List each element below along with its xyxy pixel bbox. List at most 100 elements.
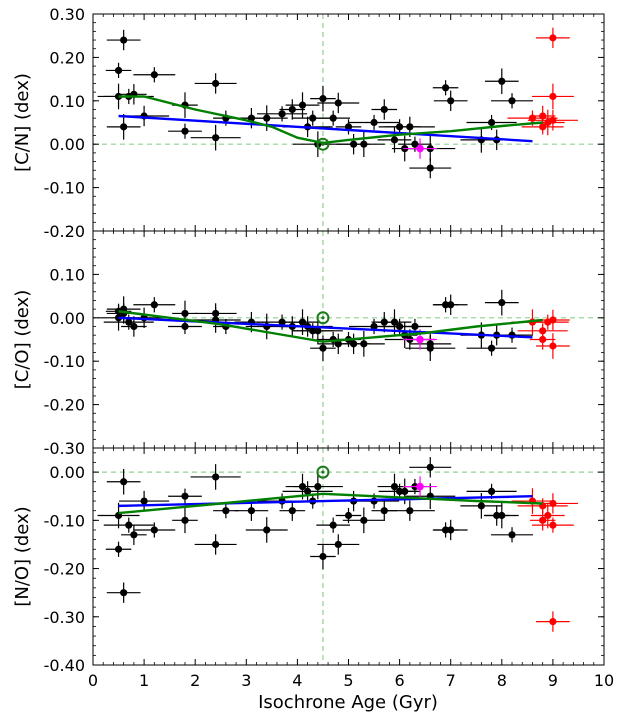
old-star-point — [549, 34, 557, 42]
sun-symbol-center — [321, 142, 325, 146]
x-tick-label: 6 — [395, 671, 405, 690]
star-point — [487, 118, 496, 127]
star-point — [120, 478, 128, 486]
x-axis-label: Isochrone Age (Gyr) — [258, 692, 438, 713]
star-point — [447, 526, 455, 534]
star-point — [150, 526, 158, 534]
x-tick-label: 3 — [241, 671, 251, 690]
panel-2: 0.10 0.00 -0.10 -0.20 -0.30 [C/O] (dex) — [12, 230, 605, 458]
star-point — [360, 140, 368, 148]
star-point — [263, 114, 271, 122]
star-point — [298, 318, 307, 326]
star-point — [441, 84, 450, 92]
star-point — [487, 344, 496, 352]
star-point — [181, 127, 189, 135]
star-point — [181, 516, 189, 524]
trend-curve — [118, 492, 543, 515]
sun-symbol — [316, 465, 330, 479]
sun-symbol — [316, 137, 330, 151]
star-point — [222, 507, 230, 515]
star-point — [150, 301, 158, 309]
star-point — [329, 114, 337, 122]
x-tick-label: 4 — [292, 671, 302, 690]
star-point — [314, 327, 322, 335]
star-point — [304, 487, 312, 495]
star-point — [212, 473, 220, 481]
star-point — [411, 322, 419, 331]
panel-3: 0.00 -0.10 -0.20 -0.30 -0.40 [N/O] (dex) — [12, 447, 605, 675]
sun-symbol-center — [321, 470, 325, 474]
star-point — [487, 487, 496, 495]
star-point — [401, 487, 409, 495]
star-point — [360, 516, 368, 524]
y-tick-label: -0.20 — [44, 560, 85, 579]
x-tick-label: 0 — [88, 671, 98, 690]
star-point — [426, 164, 434, 172]
old-star-point — [549, 342, 557, 350]
x-tick-label: 1 — [139, 671, 149, 690]
y-axis-label: [N/O] (dex) — [12, 506, 33, 606]
star-point — [181, 309, 189, 318]
y-tick-label: -0.30 — [44, 608, 85, 627]
sun-symbol — [316, 311, 330, 325]
star-point — [447, 97, 455, 105]
star-point — [406, 123, 414, 131]
old-star-point — [549, 499, 557, 508]
star-point — [390, 482, 399, 491]
y-tick-label: -0.20 — [44, 396, 85, 415]
old-star-point — [539, 516, 547, 524]
star-point — [498, 77, 506, 85]
y-tick-label: -0.10 — [44, 179, 85, 198]
star-point — [334, 99, 342, 107]
star-point — [212, 79, 220, 88]
old-star-point — [539, 335, 547, 344]
star-point — [114, 545, 123, 553]
y-tick-label: 0.20 — [49, 48, 85, 67]
star-point — [120, 123, 128, 131]
old-star-point — [549, 116, 557, 124]
star-point — [181, 322, 189, 331]
star-point — [130, 531, 138, 539]
old-star-point — [549, 521, 557, 529]
panel-frame — [92, 447, 605, 666]
star-point — [120, 36, 128, 44]
x-tick-label: 9 — [548, 671, 558, 690]
star-point — [447, 301, 455, 309]
old-star-point — [549, 618, 557, 626]
star-point — [329, 521, 337, 529]
star-point — [125, 318, 133, 326]
old-star-point — [544, 318, 552, 326]
star-point — [319, 344, 327, 352]
panel-data — [97, 289, 570, 361]
star-point — [319, 552, 327, 561]
star-point — [508, 97, 516, 105]
star-point — [130, 322, 138, 331]
star-point — [390, 136, 399, 144]
star-point — [498, 511, 506, 520]
y-tick-label: -0.10 — [44, 511, 85, 530]
star-point — [114, 66, 123, 75]
star-point — [319, 95, 327, 103]
y-tick-label: -0.20 — [44, 222, 85, 241]
star-point — [298, 101, 307, 109]
y-axis-label: [C/N] (dex) — [12, 73, 33, 172]
y-tick-label: 0.30 — [49, 5, 85, 24]
y-tick-label: 0.10 — [49, 92, 85, 111]
star-point — [247, 507, 256, 515]
star-point — [508, 531, 516, 539]
trend-curve — [118, 95, 543, 145]
old-star-point — [549, 92, 557, 101]
x-tick-label: 10 — [594, 671, 614, 690]
star-point — [360, 340, 368, 348]
star-point — [278, 318, 286, 326]
y-tick-label: -0.40 — [44, 656, 85, 675]
trend-curve — [118, 310, 543, 343]
star-point — [278, 110, 286, 118]
panel-1: 0.30 0.20 0.10 0.00 -0.10 -0.20 [C/N] (dex) — [12, 5, 605, 241]
star-point — [370, 322, 378, 331]
y-tick-label: 0.00 — [49, 309, 85, 328]
star-point — [288, 507, 296, 515]
star-point — [125, 521, 133, 529]
star-point — [406, 507, 414, 515]
